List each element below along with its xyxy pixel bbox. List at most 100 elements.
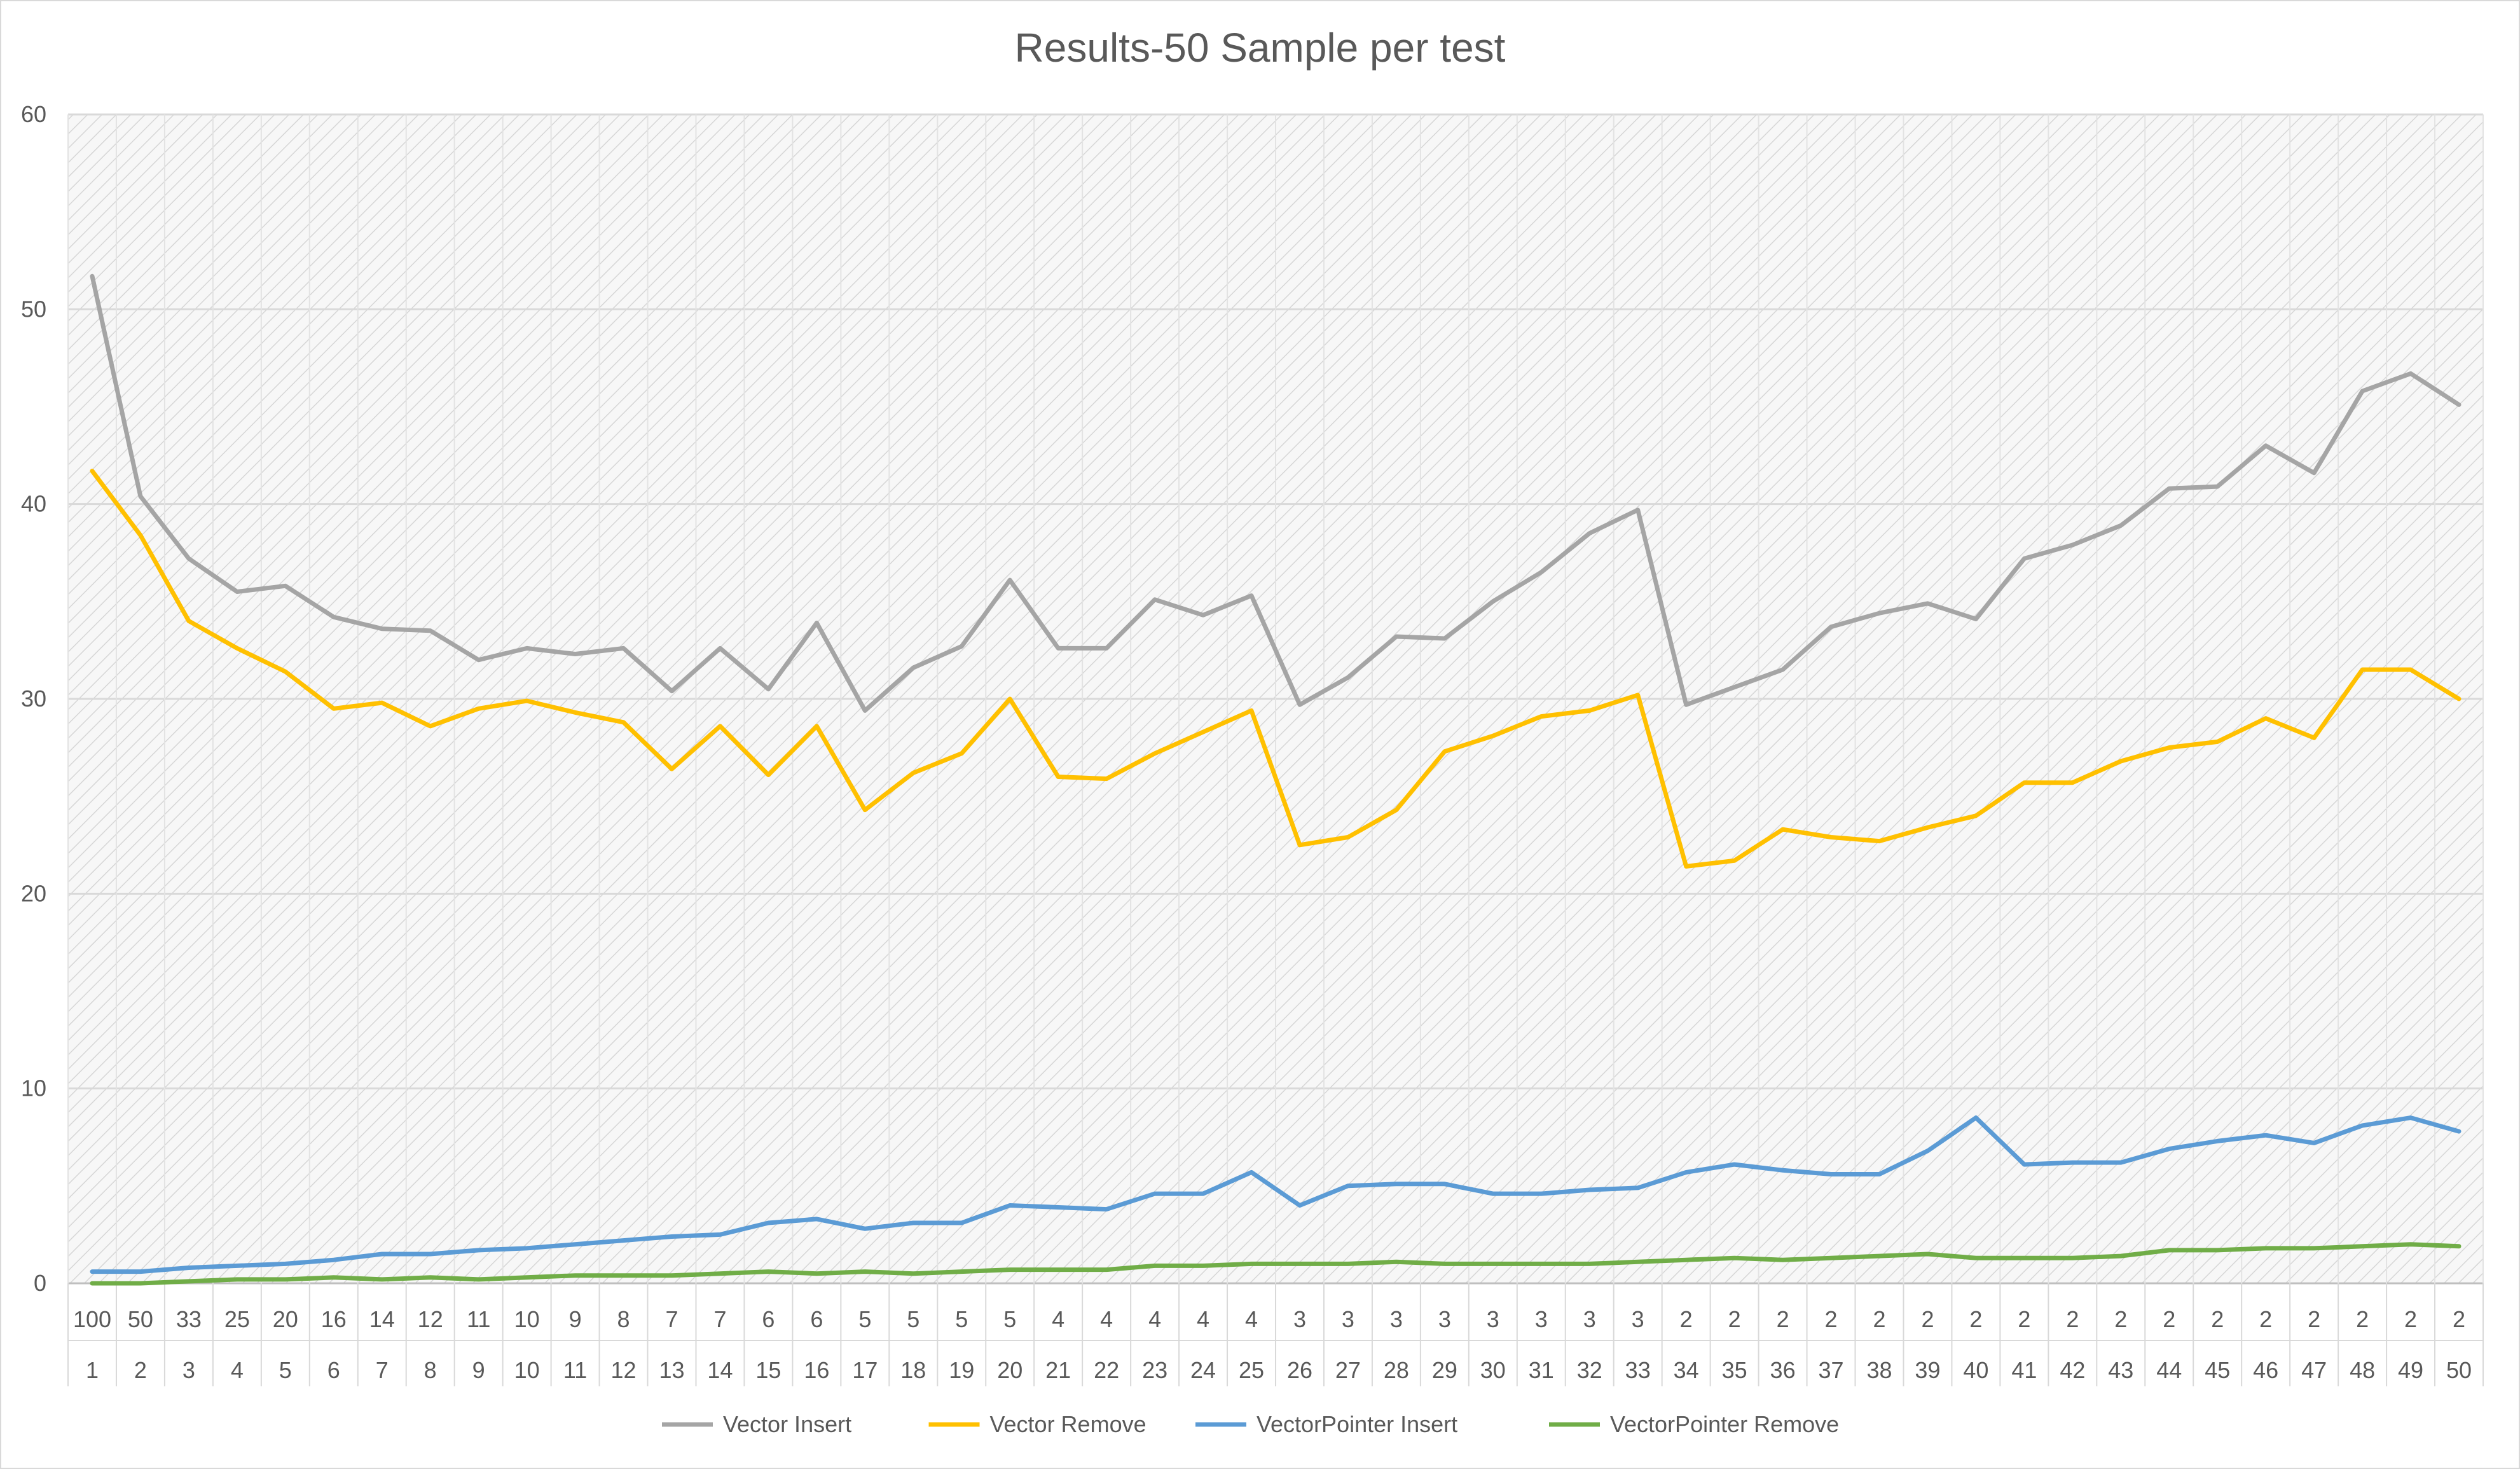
x-tick-label-inner: 25 — [1239, 1357, 1264, 1383]
x-tick-label-inner: 30 — [1480, 1357, 1506, 1383]
x-tick-label-outer: 2 — [2308, 1306, 2320, 1332]
x-tick-label-outer: 4 — [1100, 1306, 1113, 1332]
x-tick-label-inner: 29 — [1432, 1357, 1457, 1383]
x-tick-label-inner: 43 — [2108, 1357, 2133, 1383]
x-tick-label-outer: 2 — [2404, 1306, 2417, 1332]
x-tick-label-outer: 2 — [1777, 1306, 1789, 1332]
x-tick-label-inner: 32 — [1577, 1357, 1602, 1383]
x-tick-label-outer: 2 — [1825, 1306, 1838, 1332]
x-tick-label-inner: 21 — [1045, 1357, 1071, 1383]
x-tick-label-outer: 2 — [2453, 1306, 2465, 1332]
x-tick-label-inner: 47 — [2301, 1357, 2327, 1383]
x-tick-label-outer: 20 — [273, 1306, 298, 1332]
x-tick-label-inner: 7 — [376, 1357, 389, 1383]
x-tick-label-outer: 3 — [1293, 1306, 1306, 1332]
x-tick-label-inner: 41 — [2011, 1357, 2037, 1383]
x-tick-label-outer: 6 — [762, 1306, 775, 1332]
x-tick-label-inner: 37 — [1819, 1357, 1844, 1383]
x-tick-label-inner: 35 — [1722, 1357, 1747, 1383]
series-line-vector-remove — [90, 469, 2461, 869]
x-tick-label-outer: 2 — [2018, 1306, 2030, 1332]
x-tick-label-outer: 11 — [467, 1306, 490, 1332]
x-tick-label-outer: 50 — [128, 1306, 153, 1332]
y-tick-label: 50 — [21, 296, 46, 322]
x-tick-label-outer: 33 — [176, 1306, 202, 1332]
x-tick-label-inner: 46 — [2253, 1357, 2278, 1383]
x-tick-label-inner: 31 — [1529, 1357, 1554, 1383]
x-tick-label-outer: 2 — [1680, 1306, 1693, 1332]
x-tick-label-inner: 20 — [997, 1357, 1022, 1383]
x-tick-label-inner: 9 — [472, 1357, 485, 1383]
x-tick-label-outer: 7 — [713, 1306, 726, 1332]
x-tick-label-inner: 28 — [1384, 1357, 1409, 1383]
x-tick-label-outer: 2 — [1921, 1306, 1934, 1332]
x-tick-label-outer: 2 — [2259, 1306, 2272, 1332]
series-line-vector-insert — [90, 273, 2461, 713]
x-tick-label-outer: 4 — [1245, 1306, 1258, 1332]
x-tick-label-inner: 40 — [1963, 1357, 1988, 1383]
x-tick-label-outer: 5 — [907, 1306, 919, 1332]
x-tick-label-inner: 6 — [327, 1357, 340, 1383]
x-tick-label-outer: 6 — [810, 1306, 823, 1332]
series-line-vectorpointer-remove — [90, 1242, 2461, 1286]
x-tick-label-inner: 13 — [659, 1357, 684, 1383]
x-tick-label-outer: 3 — [1535, 1306, 1548, 1332]
x-tick-label-inner: 22 — [1094, 1357, 1119, 1383]
x-tick-label-inner: 16 — [804, 1357, 829, 1383]
x-tick-label-inner: 19 — [949, 1357, 974, 1383]
x-tick-label-outer: 2 — [1728, 1306, 1741, 1332]
y-tick-label: 30 — [21, 686, 46, 712]
y-tick-label: 10 — [21, 1075, 46, 1101]
x-tick-label-outer: 100 — [73, 1306, 111, 1332]
x-tick-label-inner: 8 — [424, 1357, 437, 1383]
x-tick-label-inner: 23 — [1142, 1357, 1167, 1383]
y-tick-label: 0 — [34, 1270, 46, 1296]
x-tick-label-inner: 33 — [1625, 1357, 1651, 1383]
x-tick-label-inner: 5 — [279, 1357, 292, 1383]
x-tick-label-outer: 5 — [1003, 1306, 1016, 1332]
x-tick-label-outer: 5 — [955, 1306, 968, 1332]
x-tick-label-outer: 2 — [1969, 1306, 1982, 1332]
x-tick-label-inner: 14 — [707, 1357, 733, 1383]
x-tick-label-inner: 18 — [900, 1357, 926, 1383]
x-tick-label-inner: 24 — [1190, 1357, 1216, 1383]
x-tick-label-outer: 4 — [1197, 1306, 1209, 1332]
legend-label-vectorpointer-insert: VectorPointer Insert — [1257, 1411, 1457, 1437]
x-tick-label-outer: 3 — [1632, 1306, 1644, 1332]
x-tick-label-outer: 5 — [858, 1306, 871, 1332]
chart-title: Results-50 Sample per test — [1014, 25, 1506, 71]
y-tick-label: 20 — [21, 880, 46, 906]
x-tick-label-inner: 12 — [611, 1357, 637, 1383]
y-tick-label: 40 — [21, 491, 46, 517]
x-tick-label-inner: 4 — [231, 1357, 244, 1383]
x-tick-label-inner: 44 — [2156, 1357, 2182, 1383]
x-tick-label-inner: 17 — [852, 1357, 878, 1383]
x-tick-label-inner: 11 — [563, 1357, 587, 1383]
x-tick-label-inner: 27 — [1335, 1357, 1361, 1383]
x-tick-label-inner: 3 — [182, 1357, 195, 1383]
x-tick-label-outer: 2 — [2114, 1306, 2127, 1332]
x-tick-label-inner: 34 — [1674, 1357, 1699, 1383]
x-tick-label-inner: 10 — [514, 1357, 540, 1383]
x-tick-label-outer: 10 — [514, 1306, 540, 1332]
x-tick-label-outer: 4 — [1148, 1306, 1161, 1332]
legend-label-vectorpointer-remove: VectorPointer Remove — [1610, 1411, 1839, 1437]
x-tick-label-inner: 48 — [2350, 1357, 2375, 1383]
x-tick-label-outer: 3 — [1342, 1306, 1354, 1332]
x-tick-label-outer: 9 — [569, 1306, 582, 1332]
x-tick-label-outer: 7 — [665, 1306, 678, 1332]
x-tick-label-inner: 42 — [2060, 1357, 2085, 1383]
x-tick-label-outer: 8 — [617, 1306, 630, 1332]
x-tick-label-outer: 16 — [321, 1306, 347, 1332]
x-tick-label-outer: 2 — [1873, 1306, 1885, 1332]
legend-label-vector-insert: Vector Insert — [723, 1411, 851, 1437]
x-tick-label-outer: 3 — [1438, 1306, 1451, 1332]
x-tick-label-inner: 50 — [2446, 1357, 2472, 1383]
x-tick-label-outer: 2 — [2163, 1306, 2175, 1332]
x-tick-label-inner: 2 — [134, 1357, 147, 1383]
x-tick-label-outer: 3 — [1583, 1306, 1596, 1332]
x-tick-label-inner: 45 — [2205, 1357, 2230, 1383]
